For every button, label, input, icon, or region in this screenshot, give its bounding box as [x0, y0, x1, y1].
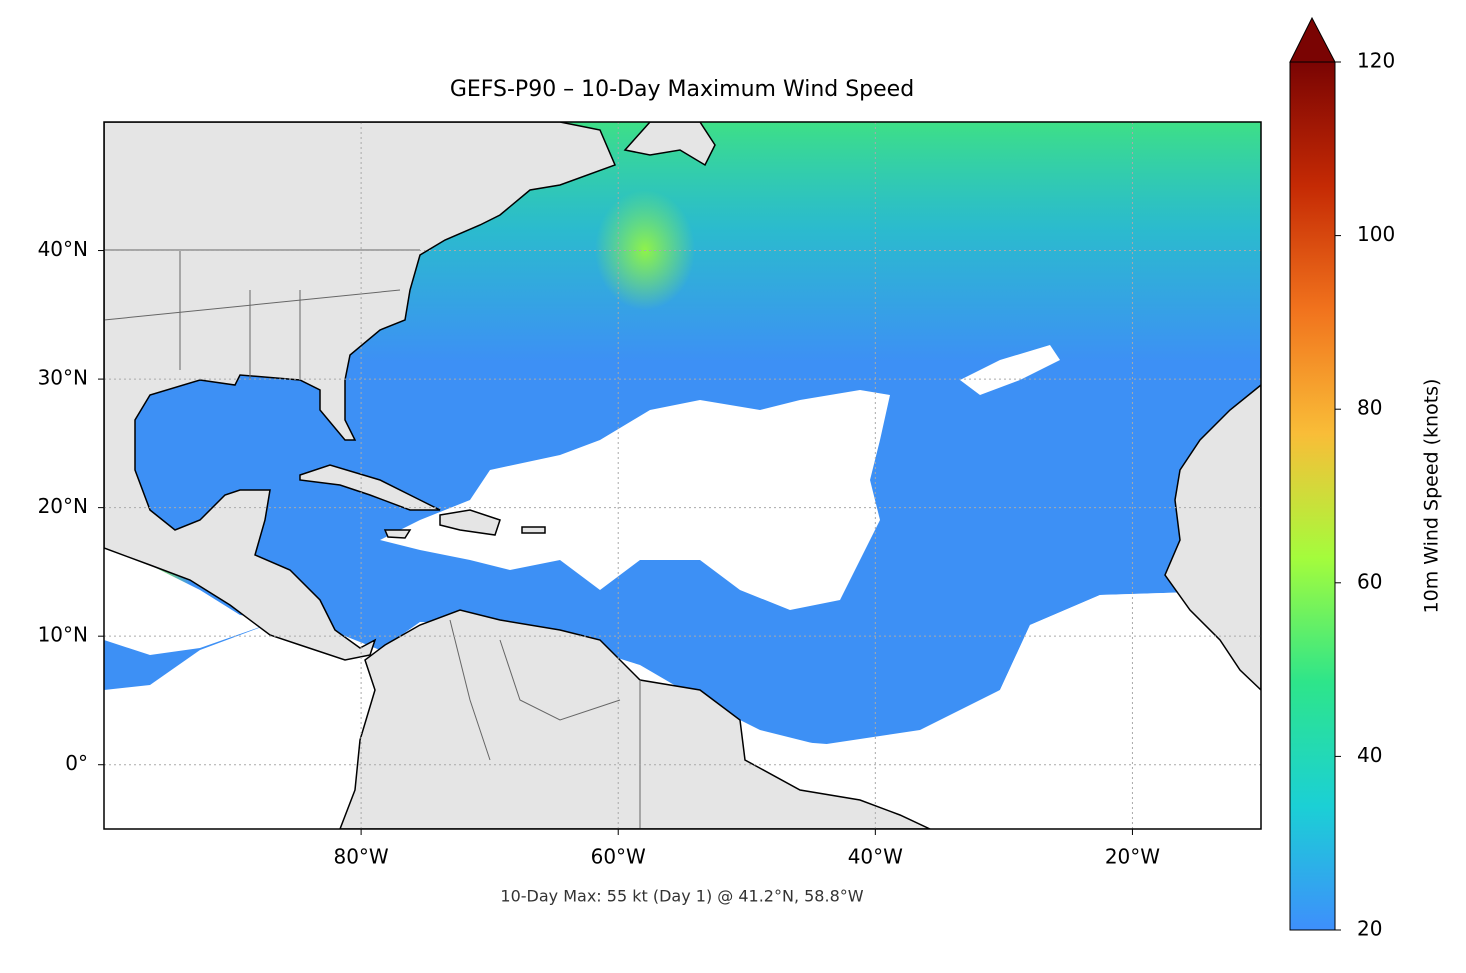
y-tick-label: 0°	[65, 751, 88, 775]
land-hispaniola	[439, 509, 501, 536]
wind-max-area	[595, 190, 695, 310]
colorbar-tick-label: 80	[1357, 396, 1382, 420]
calm-area	[960, 345, 1060, 395]
calm-area	[380, 390, 890, 610]
colorbar	[1289, 61, 1336, 931]
land-jamaica	[383, 529, 412, 539]
x-tick-label: 20°W	[1105, 845, 1160, 869]
colorbar-extend	[1289, 16, 1336, 63]
y-tick-label: 30°N	[38, 366, 88, 390]
y-tick-label: 10°N	[38, 623, 88, 647]
land-cuba	[299, 464, 441, 511]
colorbar-tick-label: 20	[1357, 917, 1382, 941]
land-south-america	[339, 609, 931, 829]
y-tick-label: 20°N	[38, 494, 88, 518]
colorbar-tick-label: 60	[1357, 569, 1382, 593]
x-tick-label: 80°W	[333, 845, 388, 869]
map-frame	[103, 121, 1262, 830]
colorbar-tick-label: 40	[1357, 743, 1382, 767]
borders	[104, 249, 641, 829]
colorbar-tick-label: 120	[1357, 49, 1395, 73]
colorbar-label: 10m Wind Speed (knots)	[1421, 379, 1443, 614]
land-north-america	[104, 122, 617, 661]
y-tick-label: 40°N	[38, 237, 88, 261]
chart-title: GEFS-P90 – 10-Day Maximum Wind Speed	[450, 77, 914, 102]
calm-area	[740, 590, 1261, 829]
land-newfoundland	[623, 122, 716, 167]
colorbar-tick-label: 100	[1357, 222, 1395, 246]
land-puerto-rico	[521, 526, 546, 534]
calm-area	[104, 548, 280, 655]
map-field	[104, 122, 1261, 829]
land-africa	[1164, 384, 1261, 692]
annotation: 10-Day Max: 55 kt (Day 1) @ 41.2°N, 58.8…	[500, 887, 863, 906]
x-tick-label: 40°W	[848, 845, 903, 869]
x-tick-label: 60°W	[591, 845, 646, 869]
